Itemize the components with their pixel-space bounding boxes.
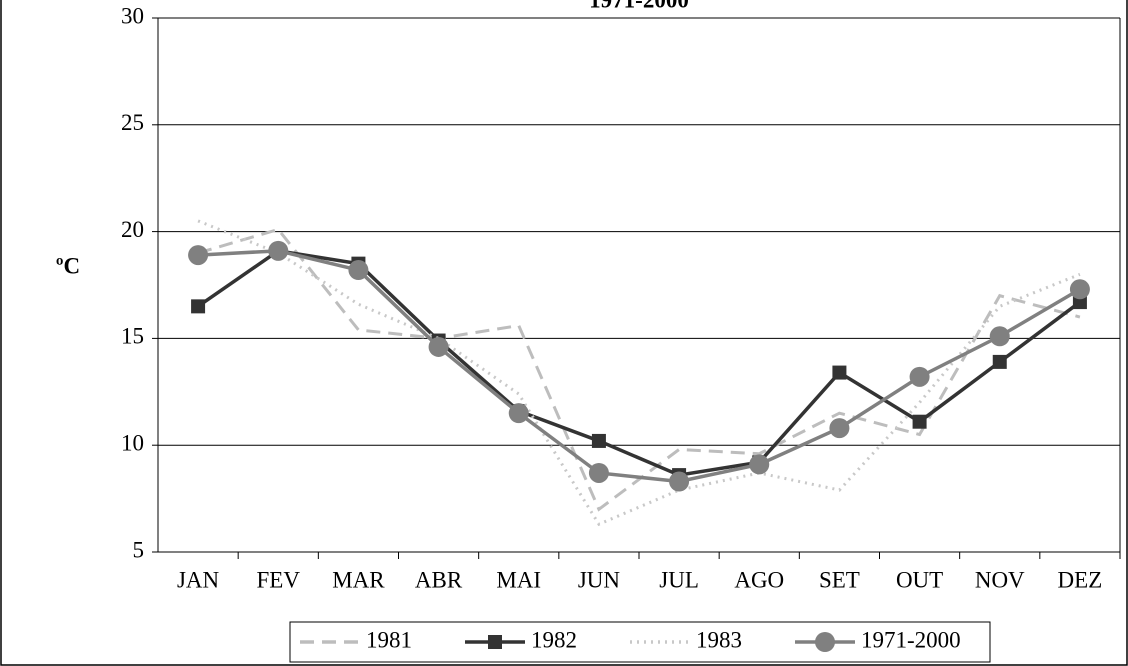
- x-tick-label: JAN: [177, 567, 220, 592]
- y-tick-label: 20: [121, 217, 144, 242]
- x-tick-label: DEZ: [1058, 567, 1103, 592]
- x-tick-label: NOV: [975, 567, 1025, 592]
- y-tick-label: 10: [121, 430, 144, 455]
- data-point: [591, 433, 606, 448]
- x-tick-label: JUL: [659, 567, 699, 592]
- data-point: [669, 471, 690, 492]
- legend-marker: [815, 632, 835, 652]
- y-tick-label: 25: [121, 110, 144, 135]
- data-point: [749, 454, 770, 475]
- x-tick-label: ABR: [415, 567, 463, 592]
- legend-label: 1983: [696, 627, 742, 652]
- data-point: [268, 240, 289, 261]
- x-tick-label: MAR: [332, 567, 385, 592]
- data-point: [832, 365, 847, 380]
- data-point: [191, 299, 206, 314]
- x-tick-label: OUT: [896, 567, 943, 592]
- series-line: [197, 249, 1081, 484]
- data-point: [909, 366, 930, 387]
- data-point: [588, 462, 609, 483]
- series-line: [197, 248, 1081, 477]
- data-point: [508, 403, 529, 424]
- legend-label: 1971-2000: [861, 627, 961, 652]
- legend-label: 1982: [531, 627, 577, 652]
- y-axis-label: ºC: [56, 253, 80, 278]
- data-point: [829, 418, 850, 439]
- y-tick-label: 5: [133, 537, 145, 562]
- x-tick-label: MAI: [496, 567, 541, 592]
- y-tick-label: 15: [121, 324, 144, 349]
- x-tick-label: JUN: [578, 567, 621, 592]
- x-tick-label: FEV: [257, 567, 301, 592]
- data-point: [188, 245, 209, 266]
- legend-label: 1981: [366, 627, 412, 652]
- legend-marker: [488, 635, 502, 649]
- data-point: [989, 326, 1010, 347]
- legend-box: [289, 621, 991, 663]
- data-point: [992, 354, 1007, 369]
- data-point: [1069, 279, 1090, 300]
- x-tick-label: AGO: [734, 567, 784, 592]
- data-point: [348, 260, 369, 281]
- chart-title: 1971-2000: [589, 0, 689, 12]
- data-point: [912, 414, 927, 429]
- data-point: [428, 336, 449, 357]
- y-tick-label: 30: [121, 3, 144, 28]
- x-tick-label: SET: [819, 567, 860, 592]
